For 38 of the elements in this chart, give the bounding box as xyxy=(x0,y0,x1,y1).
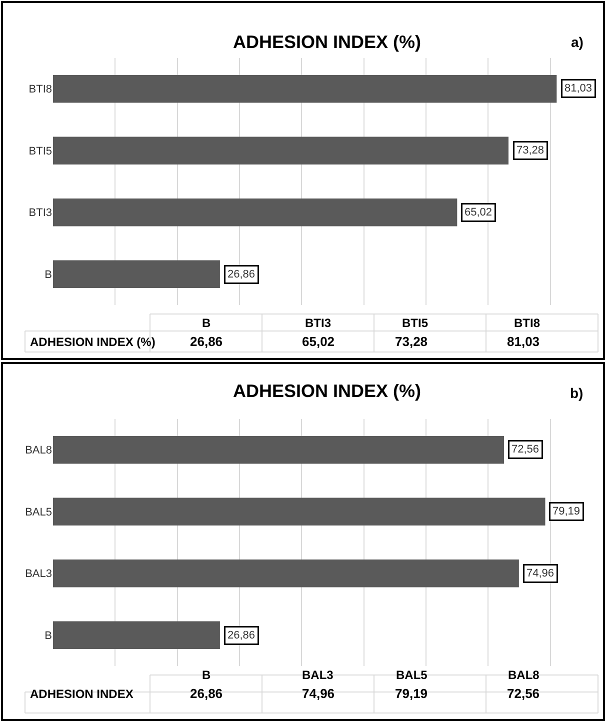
data-label: 73,28 xyxy=(516,144,544,156)
category-label: B xyxy=(202,668,211,682)
text: a) xyxy=(571,34,584,50)
chart-title: ADHESION INDEX (%) xyxy=(233,381,422,401)
data-label: 26,86 xyxy=(228,630,256,642)
text: 72,56 xyxy=(507,686,540,701)
category-label: BAL8 xyxy=(508,668,540,682)
category-label: B xyxy=(202,316,211,330)
y-tick-label: B xyxy=(44,268,52,281)
data-label: 79,19 xyxy=(552,506,580,518)
data-label: 81,03 xyxy=(564,82,592,94)
y-tick-label: BAL5 xyxy=(25,506,52,518)
category-label: BAL3 xyxy=(302,668,334,682)
category-label: BAL5 xyxy=(396,668,428,682)
y-tick-label: BAL8 xyxy=(25,444,52,457)
text: 65,02 xyxy=(302,334,335,349)
text: 26,86 xyxy=(190,334,223,349)
data-label: 65,02 xyxy=(464,206,492,218)
y-tick-label: BTI3 xyxy=(28,207,52,220)
y-tick-label: BAL3 xyxy=(25,568,52,580)
text: ADHESION INDEX (%) xyxy=(30,335,156,349)
data-label: 72,56 xyxy=(512,444,540,456)
data-label: 26,86 xyxy=(228,268,256,280)
text: 81,03 xyxy=(507,334,540,349)
text: b) xyxy=(570,385,584,401)
text: 26,86 xyxy=(190,686,223,701)
chart-title: ADHESION INDEX (%) xyxy=(233,32,422,52)
category-label: BTI5 xyxy=(402,316,428,330)
text: ADHESION INDEX xyxy=(30,687,134,701)
category-label: BTI3 xyxy=(305,316,332,330)
text: 74,96 xyxy=(302,686,335,701)
category-label: BTI8 xyxy=(514,316,540,330)
data-label: 74,96 xyxy=(526,568,554,580)
y-tick-label: BTI5 xyxy=(28,145,52,158)
y-tick-label: B xyxy=(44,630,52,642)
y-tick-label: BTI8 xyxy=(28,84,52,96)
text: 79,19 xyxy=(395,686,428,701)
text: 73,28 xyxy=(395,334,428,349)
